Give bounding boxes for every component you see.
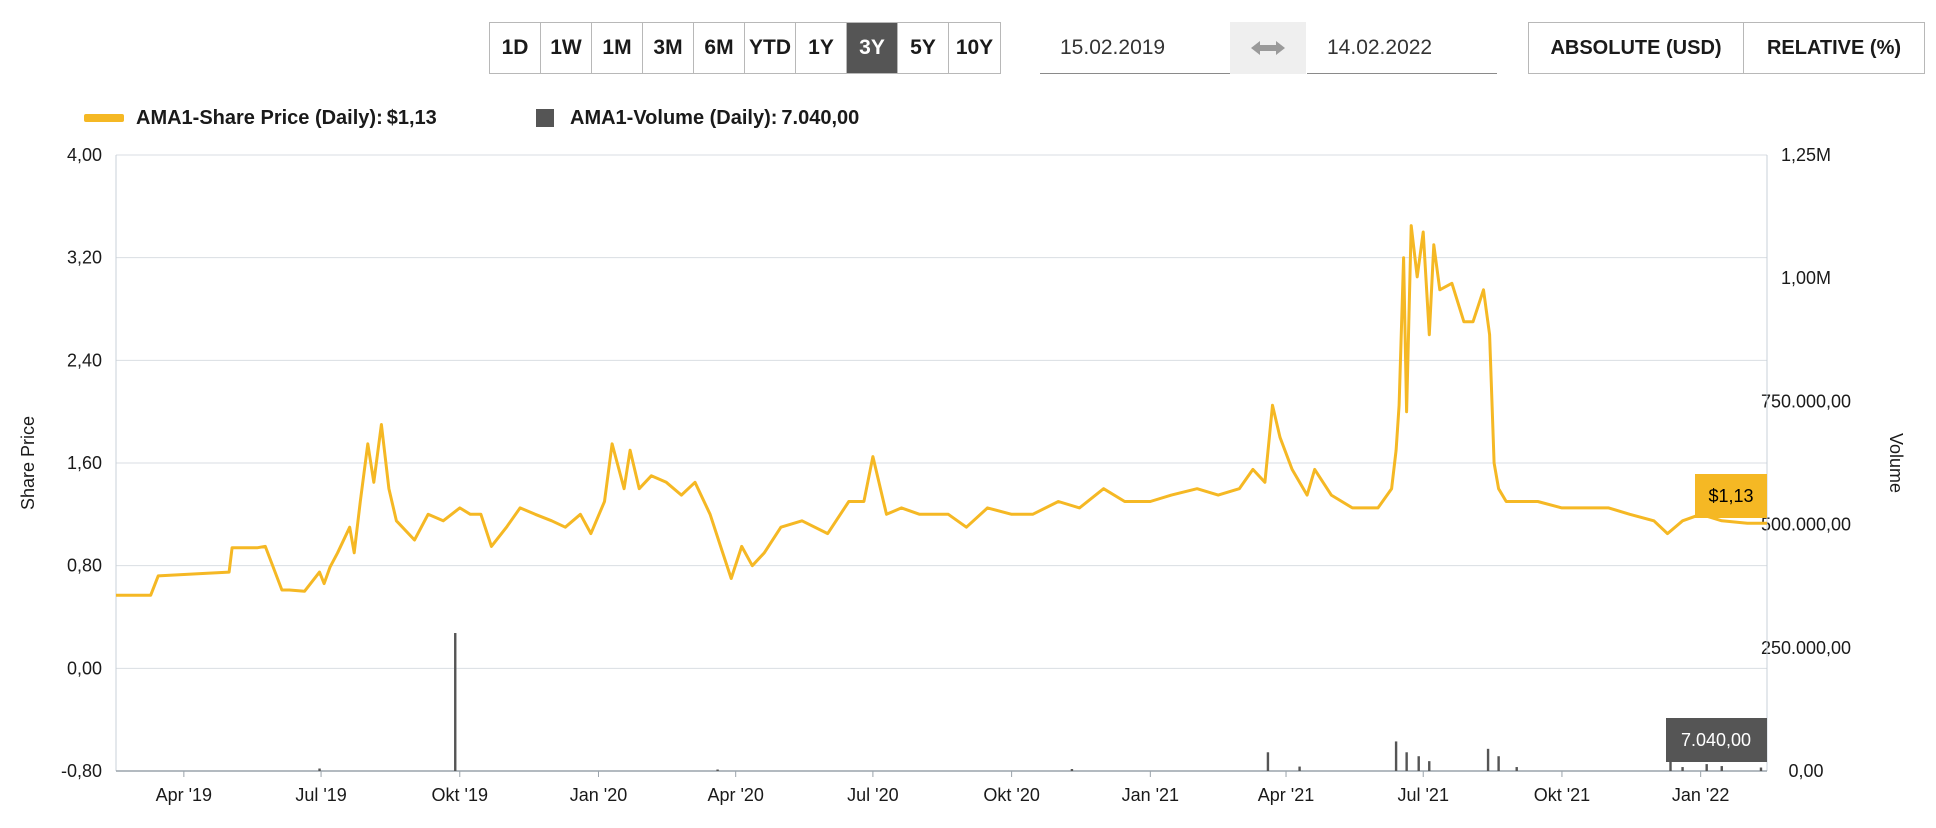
volume-bar (1405, 752, 1408, 771)
range-button-3y[interactable]: 3Y (847, 23, 898, 73)
x-tick-label: Apr '19 (156, 785, 212, 805)
y-tick-label: 4,00 (67, 145, 102, 165)
x-tick-label: Apr '21 (1258, 785, 1314, 805)
display-mode-toggle: ABSOLUTE (USD) RELATIVE (%) (1528, 22, 1925, 74)
x-tick-label: Apr '20 (707, 785, 763, 805)
volume-bar (454, 633, 457, 771)
legend-price[interactable]: AMA1-Share Price (Daily): $1,13 (84, 104, 437, 132)
range-button-1y[interactable]: 1Y (796, 23, 847, 73)
y2-tick-label: 750.000,00 (1761, 391, 1851, 411)
last-price-label: $1,13 (1708, 486, 1753, 506)
y2-tick-label: 250.000,00 (1761, 638, 1851, 658)
volume-bar (1428, 761, 1431, 771)
range-button-1w[interactable]: 1W (541, 23, 592, 73)
y-tick-label: 1,60 (67, 453, 102, 473)
end-date-field[interactable]: 14.02.2022 (1307, 22, 1497, 74)
last-volume-badge (1666, 718, 1767, 762)
volume-bar (1298, 766, 1301, 771)
legend-volume-value: 7.040,00 (781, 106, 860, 129)
volume-bar (1417, 756, 1420, 771)
start-date-value: 15.02.2019 (1060, 35, 1166, 59)
volume-bar (716, 769, 719, 771)
last-volume-label: 7.040,00 (1681, 730, 1751, 750)
y2-axis-title: Volume (1886, 433, 1906, 493)
volume-bar (1515, 767, 1518, 771)
start-date-field[interactable]: 15.02.2019 (1040, 22, 1230, 74)
x-tick-label: Jul '19 (295, 785, 346, 805)
y2-tick-label: 0,00 (1788, 761, 1823, 781)
time-range-selector: 1D 1W 1M 3M 6M YTD 1Y 3Y 5Y 10Y (489, 22, 1001, 74)
volume-bar (1681, 767, 1684, 771)
x-tick-label: Jan '20 (570, 785, 627, 805)
range-button-3m[interactable]: 3M (643, 23, 694, 73)
range-button-1d[interactable]: 1D (490, 23, 541, 73)
x-tick-label: Jan '22 (1672, 785, 1729, 805)
y-tick-label: 0,00 (67, 658, 102, 678)
legend-price-label: AMA1-Share Price (Daily): (136, 106, 383, 129)
volume-bar-swatch (536, 109, 554, 127)
volume-bar (1486, 748, 1490, 771)
range-button-1m[interactable]: 1M (592, 23, 643, 73)
volume-bar (1497, 756, 1500, 771)
x-tick-label: Jul '21 (1397, 785, 1448, 805)
volume-bar (1720, 766, 1723, 771)
volume-bar (1070, 769, 1074, 771)
range-button-6m[interactable]: 6M (694, 23, 745, 73)
range-button-ytd[interactable]: YTD (745, 23, 796, 73)
y-axis-title: Share Price (18, 416, 38, 510)
volume-bar (1759, 767, 1763, 771)
relative-mode-button[interactable]: RELATIVE (%) (1744, 23, 1924, 73)
y-tick-label: -0,80 (61, 761, 102, 781)
x-tick-label: Jan '21 (1122, 785, 1179, 805)
volume-bar (318, 768, 321, 771)
x-tick-label: Okt '20 (983, 785, 1039, 805)
volume-bar (1266, 752, 1270, 771)
volume-bar (1394, 741, 1398, 771)
end-date-value: 14.02.2022 (1327, 35, 1433, 59)
y2-tick-label: 1,00M (1781, 268, 1831, 288)
price-line-swatch (84, 114, 124, 122)
legend-volume[interactable]: AMA1-Volume (Daily): 7.040,00 (536, 104, 859, 132)
swap-dates-button[interactable] (1230, 22, 1306, 74)
y2-tick-label: 500.000,00 (1761, 515, 1851, 535)
y-tick-label: 2,40 (67, 350, 102, 370)
last-price-badge (1695, 474, 1767, 518)
range-button-5y[interactable]: 5Y (898, 23, 949, 73)
volume-bar (1705, 764, 1708, 771)
x-tick-label: Okt '21 (1534, 785, 1590, 805)
x-tick-label: Jul '20 (847, 785, 898, 805)
y-tick-label: 0,80 (67, 556, 102, 576)
y-tick-label: 3,20 (67, 248, 102, 268)
legend-price-value: $1,13 (386, 106, 437, 129)
legend-volume-label: AMA1-Volume (Daily): (570, 106, 778, 129)
x-tick-label: Okt '19 (432, 785, 488, 805)
range-button-10y[interactable]: 10Y (949, 23, 1000, 73)
double-arrow-icon (1251, 41, 1285, 55)
absolute-mode-button[interactable]: ABSOLUTE (USD) (1529, 23, 1744, 73)
price-series-line (116, 224, 1767, 597)
y2-tick-label: 1,25M (1781, 145, 1831, 165)
